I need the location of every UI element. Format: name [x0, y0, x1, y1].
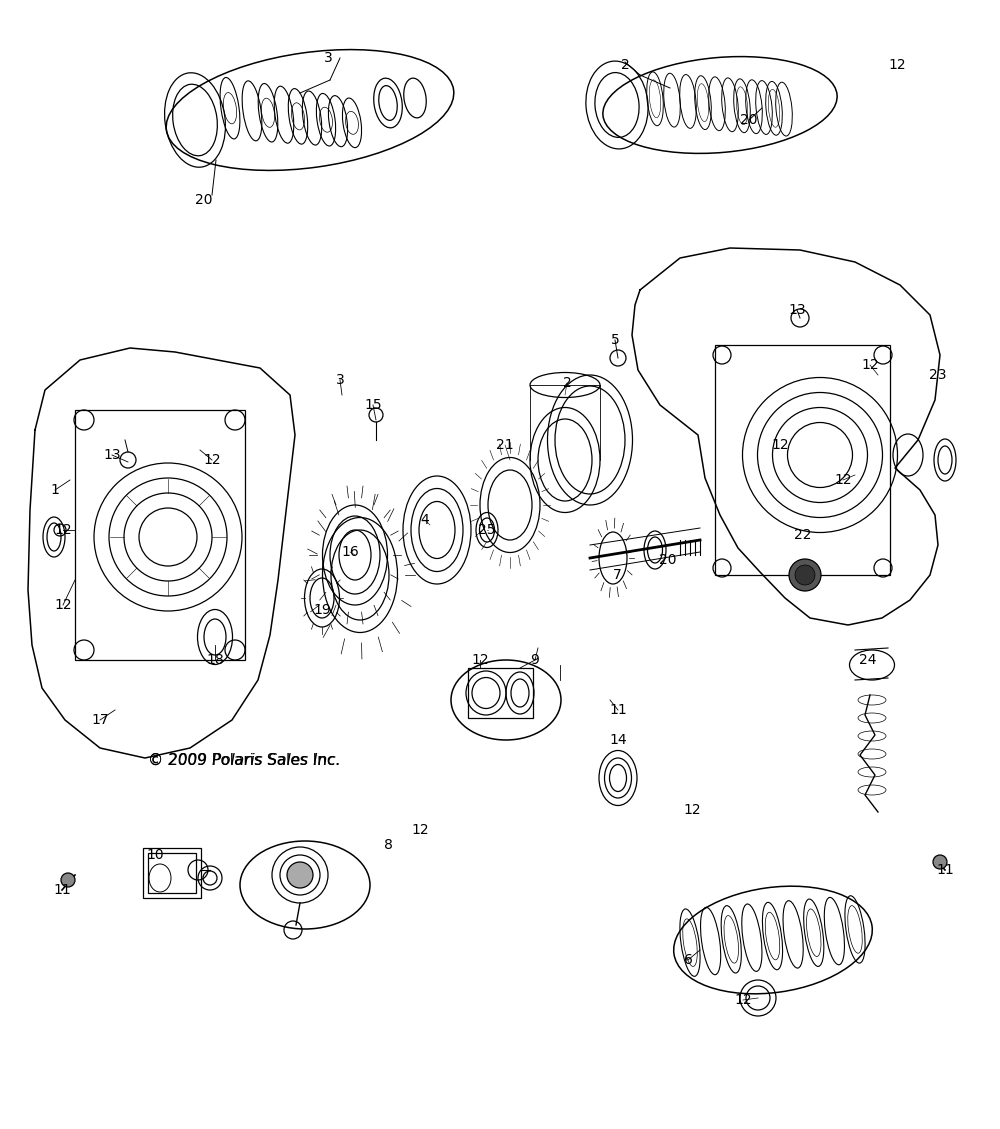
Text: 12: 12 — [834, 473, 852, 487]
Text: 21: 21 — [496, 438, 514, 452]
Text: 4: 4 — [421, 513, 429, 527]
Text: 13: 13 — [103, 448, 121, 462]
Text: 15: 15 — [364, 399, 382, 412]
Circle shape — [795, 564, 815, 585]
Circle shape — [61, 873, 75, 887]
Text: 24: 24 — [859, 653, 877, 667]
Text: 17: 17 — [91, 714, 109, 727]
Text: 5: 5 — [611, 333, 619, 347]
Text: 19: 19 — [313, 603, 331, 618]
Bar — [143, 848, 201, 898]
Text: 2: 2 — [621, 58, 629, 72]
Text: 10: 10 — [146, 848, 164, 863]
Text: 12: 12 — [771, 438, 789, 452]
Text: 11: 11 — [936, 863, 954, 877]
Text: 25: 25 — [478, 523, 496, 537]
Bar — [148, 854, 196, 893]
Text: 18: 18 — [206, 653, 224, 667]
Text: 3: 3 — [336, 373, 344, 387]
Text: 11: 11 — [609, 703, 627, 717]
Text: 2: 2 — [563, 376, 571, 390]
Text: 20: 20 — [195, 193, 213, 207]
Circle shape — [287, 863, 313, 889]
Text: 1: 1 — [51, 483, 59, 497]
Bar — [75, 410, 245, 660]
Text: 12: 12 — [888, 58, 906, 72]
Bar — [715, 345, 890, 575]
Text: 16: 16 — [341, 545, 359, 559]
Text: 12: 12 — [734, 994, 752, 1007]
Text: 7: 7 — [613, 568, 621, 583]
Text: © 2009 Polaris Sales Inc.: © 2009 Polaris Sales Inc. — [148, 753, 340, 768]
Text: 12: 12 — [411, 823, 429, 837]
Text: 20: 20 — [659, 553, 677, 567]
Circle shape — [933, 855, 947, 869]
Text: 22: 22 — [794, 528, 812, 542]
Circle shape — [789, 559, 821, 590]
Text: 12: 12 — [683, 803, 701, 817]
Text: 14: 14 — [609, 733, 627, 747]
Text: 13: 13 — [788, 303, 806, 317]
Text: 12: 12 — [203, 453, 221, 467]
Text: 20: 20 — [740, 113, 758, 126]
Text: 12: 12 — [54, 523, 72, 537]
Text: 9: 9 — [531, 653, 539, 667]
Text: 11: 11 — [53, 883, 71, 898]
Text: 12: 12 — [861, 358, 879, 371]
Text: 6: 6 — [684, 953, 692, 968]
Text: 12: 12 — [471, 653, 489, 667]
Text: 23: 23 — [929, 368, 947, 382]
Text: 12: 12 — [54, 598, 72, 612]
Text: 8: 8 — [384, 838, 392, 852]
Text: © 2009 Polaris Sales Inc.: © 2009 Polaris Sales Inc. — [148, 753, 340, 768]
Text: 3: 3 — [324, 51, 332, 65]
Bar — [468, 668, 533, 718]
